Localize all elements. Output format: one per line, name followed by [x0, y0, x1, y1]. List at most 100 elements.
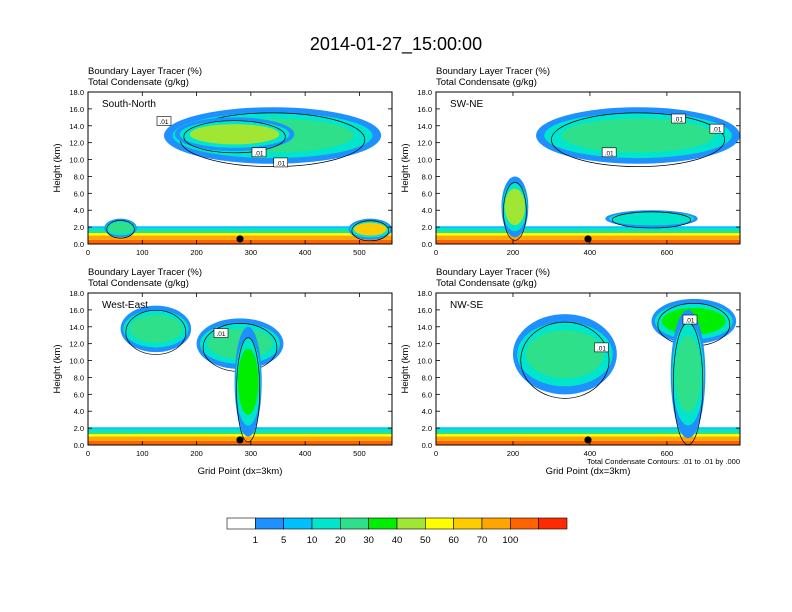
tracer-blob-core	[616, 213, 687, 224]
colorbar-swatch	[311, 517, 341, 530]
y-tick-label: 8.0	[422, 172, 432, 181]
y-tick-label: 10.0	[69, 357, 84, 366]
y-tick-label: 8.0	[74, 373, 84, 382]
x-tick-label: 500	[353, 248, 366, 257]
boundary-layer-band	[88, 226, 392, 228]
colorbar-label: 60	[448, 535, 459, 546]
y-tick-label: 18.0	[417, 88, 432, 97]
condensate-contour	[236, 337, 261, 443]
y-tick-label: 16.0	[69, 306, 84, 315]
y-axis-label: Height (km)	[400, 344, 411, 393]
boundary-layer-band	[88, 233, 392, 236]
boundary-layer-band	[436, 226, 740, 228]
y-tick-label: 4.0	[74, 407, 84, 416]
x-tick-label: 200	[507, 449, 520, 458]
x-tick-label: 0	[434, 248, 438, 257]
boundary-layer-band	[88, 434, 392, 437]
condensate-contour	[351, 220, 390, 242]
contour-label-box	[671, 113, 686, 124]
tracer-blob-core	[189, 124, 280, 145]
y-tick-label: 4.0	[422, 206, 432, 215]
y-tick-label: 2.0	[422, 223, 432, 232]
colorbar: 1 5 10 20 30 40 50 60 70 100	[226, 517, 568, 546]
condensate-contour	[503, 182, 527, 241]
panel-subtitle-condensate: Total Condensate (g/kg)	[88, 278, 189, 289]
panel-region-label: SW-NE	[450, 99, 483, 110]
y-tick-label: 0.0	[422, 441, 432, 450]
x-tick-label: 600	[661, 449, 674, 458]
condensate-contour	[611, 211, 692, 229]
contour-label-box	[594, 342, 609, 353]
x-tick-label: 500	[353, 449, 366, 458]
boundary-layer-band	[436, 431, 740, 435]
colorbar-label: 5	[281, 535, 286, 546]
colorbar-swatch	[368, 517, 398, 530]
tracer-blob-core	[108, 222, 133, 234]
colorbar-swatch	[510, 517, 539, 530]
x-tick-label: 200	[190, 449, 203, 458]
x-tick-label: 200	[190, 248, 203, 257]
y-tick-label: 12.0	[417, 139, 432, 148]
panel-west-east: .01 Boundary Layer Tracer (%)Total Conden…	[52, 267, 393, 477]
colorbar-swatch	[425, 517, 454, 530]
panel-region-label: South-North	[102, 99, 156, 110]
tracer-blob-core	[675, 335, 702, 413]
panel-region-label: West-East	[102, 300, 148, 311]
tracer-blob-core	[129, 314, 183, 343]
contour-label-box	[156, 116, 172, 126]
x-axis-label: Grid Point (dx=3km)	[198, 466, 283, 477]
y-tick-label: 16.0	[417, 306, 432, 315]
plot-frame	[435, 91, 741, 245]
boundary-layer-band	[436, 227, 740, 231]
x-tick-label: 300	[245, 248, 258, 257]
y-tick-label: 8.0	[74, 172, 84, 181]
plot-frame	[435, 292, 741, 446]
y-tick-label: 10.0	[417, 156, 432, 165]
panel-south-north: .01 .01 .01 Boundary Layer Tracer (%)Total …	[52, 66, 393, 257]
tracer-blob-core	[525, 330, 604, 379]
y-tick-label: 6.0	[422, 189, 432, 198]
y-tick-label: 12.0	[417, 340, 432, 349]
y-tick-label: 18.0	[69, 88, 84, 97]
colorbar-swatch	[340, 517, 369, 530]
contour-label: .01	[159, 119, 168, 126]
y-tick-label: 4.0	[422, 407, 432, 416]
y-tick-label: 12.0	[69, 139, 84, 148]
panel-subtitle-tracer: Boundary Layer Tracer (%)	[88, 66, 202, 77]
panel-subtitle-condensate: Total Condensate (g/kg)	[88, 77, 189, 88]
plot-area: .01	[88, 305, 392, 445]
colorbar-swatch	[481, 517, 511, 530]
colorbar-label: 50	[420, 535, 431, 546]
y-tick-label: 14.0	[417, 323, 432, 332]
contour-label: .01	[216, 331, 225, 338]
panel-subtitle-condensate: Total Condensate (g/kg)	[436, 77, 537, 88]
colorbar-swatch	[226, 517, 256, 530]
plot-frame	[87, 292, 393, 446]
x-tick-label: 0	[86, 248, 90, 257]
y-tick-label: 14.0	[69, 122, 84, 131]
y-tick-label: 4.0	[74, 206, 84, 215]
contour-label-box	[273, 157, 289, 168]
location-marker	[584, 436, 592, 444]
panel-subtitle-tracer: Boundary Layer Tracer (%)	[436, 66, 550, 77]
contour-label: .01	[276, 160, 285, 167]
y-tick-label: 2.0	[74, 223, 84, 232]
x-tick-label: 400	[299, 248, 312, 257]
y-tick-label: 12.0	[69, 340, 84, 349]
colorbar-swatch	[255, 517, 284, 530]
y-tick-label: 0.0	[422, 240, 432, 249]
y-tick-label: 10.0	[417, 357, 432, 366]
contour-label: .01	[685, 318, 694, 325]
plot-frame	[87, 91, 393, 245]
x-tick-label: 400	[299, 449, 312, 458]
y-tick-label: 2.0	[74, 424, 84, 433]
colorbar-swatch	[453, 517, 483, 530]
panel-sw-ne: .01 .01 .01 Boundary Layer Tracer (%)Total …	[400, 66, 741, 257]
x-axis-label: Grid Point (dx=3km)	[546, 466, 631, 477]
panel-subtitle-condensate: Total Condensate (g/kg)	[436, 278, 537, 289]
y-axis-label: Height (km)	[400, 143, 411, 192]
colorbar-label: 20	[335, 535, 346, 546]
contour-label: .01	[605, 150, 614, 157]
